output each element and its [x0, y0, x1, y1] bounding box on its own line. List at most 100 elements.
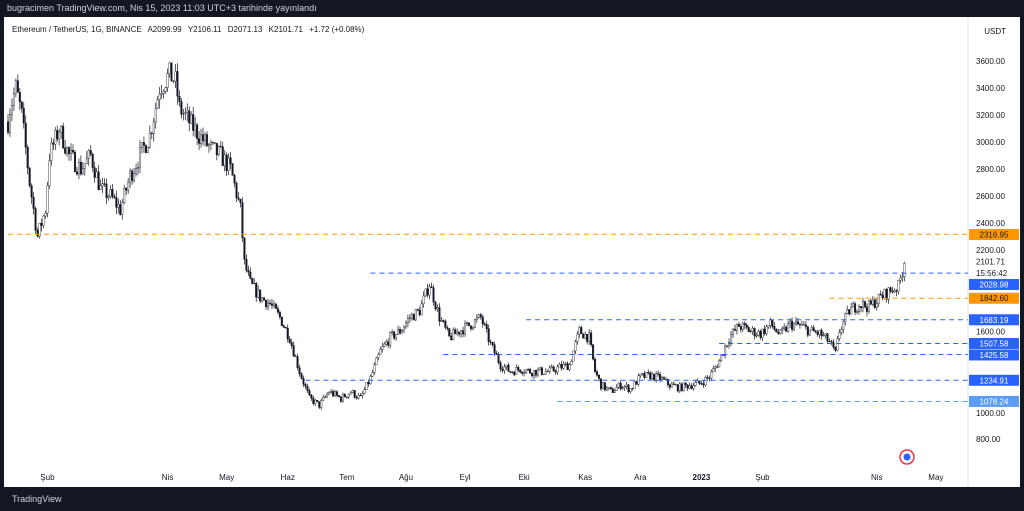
candle-body: [695, 382, 697, 385]
candle-body: [429, 287, 431, 295]
candle-body: [179, 96, 181, 101]
candle-body: [726, 345, 728, 346]
candle-body: [640, 374, 642, 376]
symbol-legend: Ethereum / TetherUS, 1G, BINANCE A2099.9…: [12, 25, 368, 34]
candle-body: [510, 371, 512, 372]
candle-body: [571, 361, 573, 364]
candle-body: [383, 344, 385, 346]
candle-body: [51, 143, 53, 161]
candle-body: [791, 321, 793, 329]
candle-body: [66, 147, 68, 153]
candle-body: [744, 323, 746, 325]
price-chart[interactable]: Şub Nis May Haz Tem Ağu Eyl Eki Kas Ara 2023 Şub Nis…: [4, 17, 1020, 487]
candle-body: [620, 383, 622, 389]
candle-body: [419, 310, 421, 315]
candle-body: [541, 368, 543, 375]
candle-body: [315, 400, 317, 403]
candle-body: [553, 367, 555, 371]
candle-body: [466, 323, 468, 324]
candle-body: [19, 92, 21, 102]
candle-body: [669, 385, 671, 388]
candle-body: [78, 162, 80, 174]
candle-body: [502, 369, 504, 371]
candle-body: [283, 326, 285, 327]
candle-body: [320, 400, 322, 407]
candle-body: [752, 328, 754, 331]
candle-body: [472, 327, 474, 329]
level-price-label: 1078.24: [980, 397, 1009, 406]
x-tick-label: Nis: [871, 473, 883, 482]
y-tick-label: 2600.00: [976, 192, 1005, 201]
candle-body: [173, 81, 175, 82]
candle-body: [547, 371, 549, 372]
candle-body: [858, 306, 860, 311]
candle-body: [76, 172, 78, 174]
candle-body: [372, 373, 374, 377]
candle-body: [194, 125, 196, 131]
candle-body: [573, 351, 575, 361]
candle-body: [220, 146, 222, 147]
x-tick-label: Nis: [162, 473, 174, 482]
candle-body: [214, 143, 216, 144]
candle-body: [181, 102, 183, 115]
candle-body: [340, 397, 342, 401]
candle-body: [779, 330, 781, 334]
candle-body: [904, 263, 906, 276]
candle-body: [316, 400, 318, 401]
candle-body: [770, 320, 772, 326]
candle-body: [594, 359, 596, 372]
candle-body: [74, 152, 76, 172]
symbol-name[interactable]: Ethereum / TetherUS, 1G, BINANCE: [12, 25, 142, 34]
candle-body: [293, 345, 295, 356]
candle-body: [299, 368, 301, 374]
candle-body: [374, 365, 376, 373]
candle-body: [854, 304, 856, 312]
candle-body: [902, 277, 904, 278]
candle-body: [29, 168, 31, 185]
candle-body: [819, 330, 821, 334]
candle-body: [710, 372, 712, 379]
candle-body: [500, 363, 502, 369]
candle-body: [94, 168, 96, 178]
publish-info: bugracimen TradingView.com, Nis 15, 2023…: [0, 0, 1024, 17]
candle-body: [655, 373, 657, 380]
candle-body: [584, 334, 586, 338]
candle-body: [445, 321, 447, 327]
x-tick-label: Ağu: [399, 473, 413, 482]
candle-body: [681, 384, 683, 391]
candle-body: [653, 374, 655, 380]
candle-body: [807, 327, 809, 335]
currency-label[interactable]: USDT: [984, 27, 1006, 36]
candle-body: [208, 145, 210, 146]
chart-pane[interactable]: Şub Nis May Haz Tem Ağu Eyl Eki Kas Ara 2023 Şub Nis…: [4, 17, 1020, 487]
candle-body: [185, 113, 187, 114]
candle-body: [352, 390, 354, 392]
bar-countdown-label: 15:56:42: [976, 269, 1008, 278]
candle-body: [346, 397, 348, 398]
candle-body: [864, 302, 866, 307]
candle-body: [772, 320, 774, 327]
candle-body: [748, 327, 750, 331]
candle-body: [777, 332, 779, 334]
brand-name[interactable]: TradingView: [12, 494, 62, 504]
candle-body: [598, 375, 600, 378]
candle-body: [318, 402, 320, 408]
candle-body: [248, 270, 250, 272]
candle-body: [888, 288, 890, 300]
candle-body: [760, 331, 762, 337]
candle-body: [417, 309, 419, 310]
candle-body: [677, 385, 679, 391]
candle-body: [123, 188, 125, 203]
candle-body: [691, 386, 693, 389]
candle-body: [687, 385, 689, 388]
candle-body: [716, 367, 718, 368]
candle-body: [703, 384, 705, 385]
candle-body: [309, 391, 311, 395]
candle-body: [738, 324, 740, 326]
candle-body: [348, 394, 350, 397]
candle-body: [787, 324, 789, 332]
candle-body: [118, 205, 120, 208]
candle-body: [833, 342, 835, 347]
candle-body: [527, 369, 529, 370]
candle-body: [559, 364, 561, 367]
